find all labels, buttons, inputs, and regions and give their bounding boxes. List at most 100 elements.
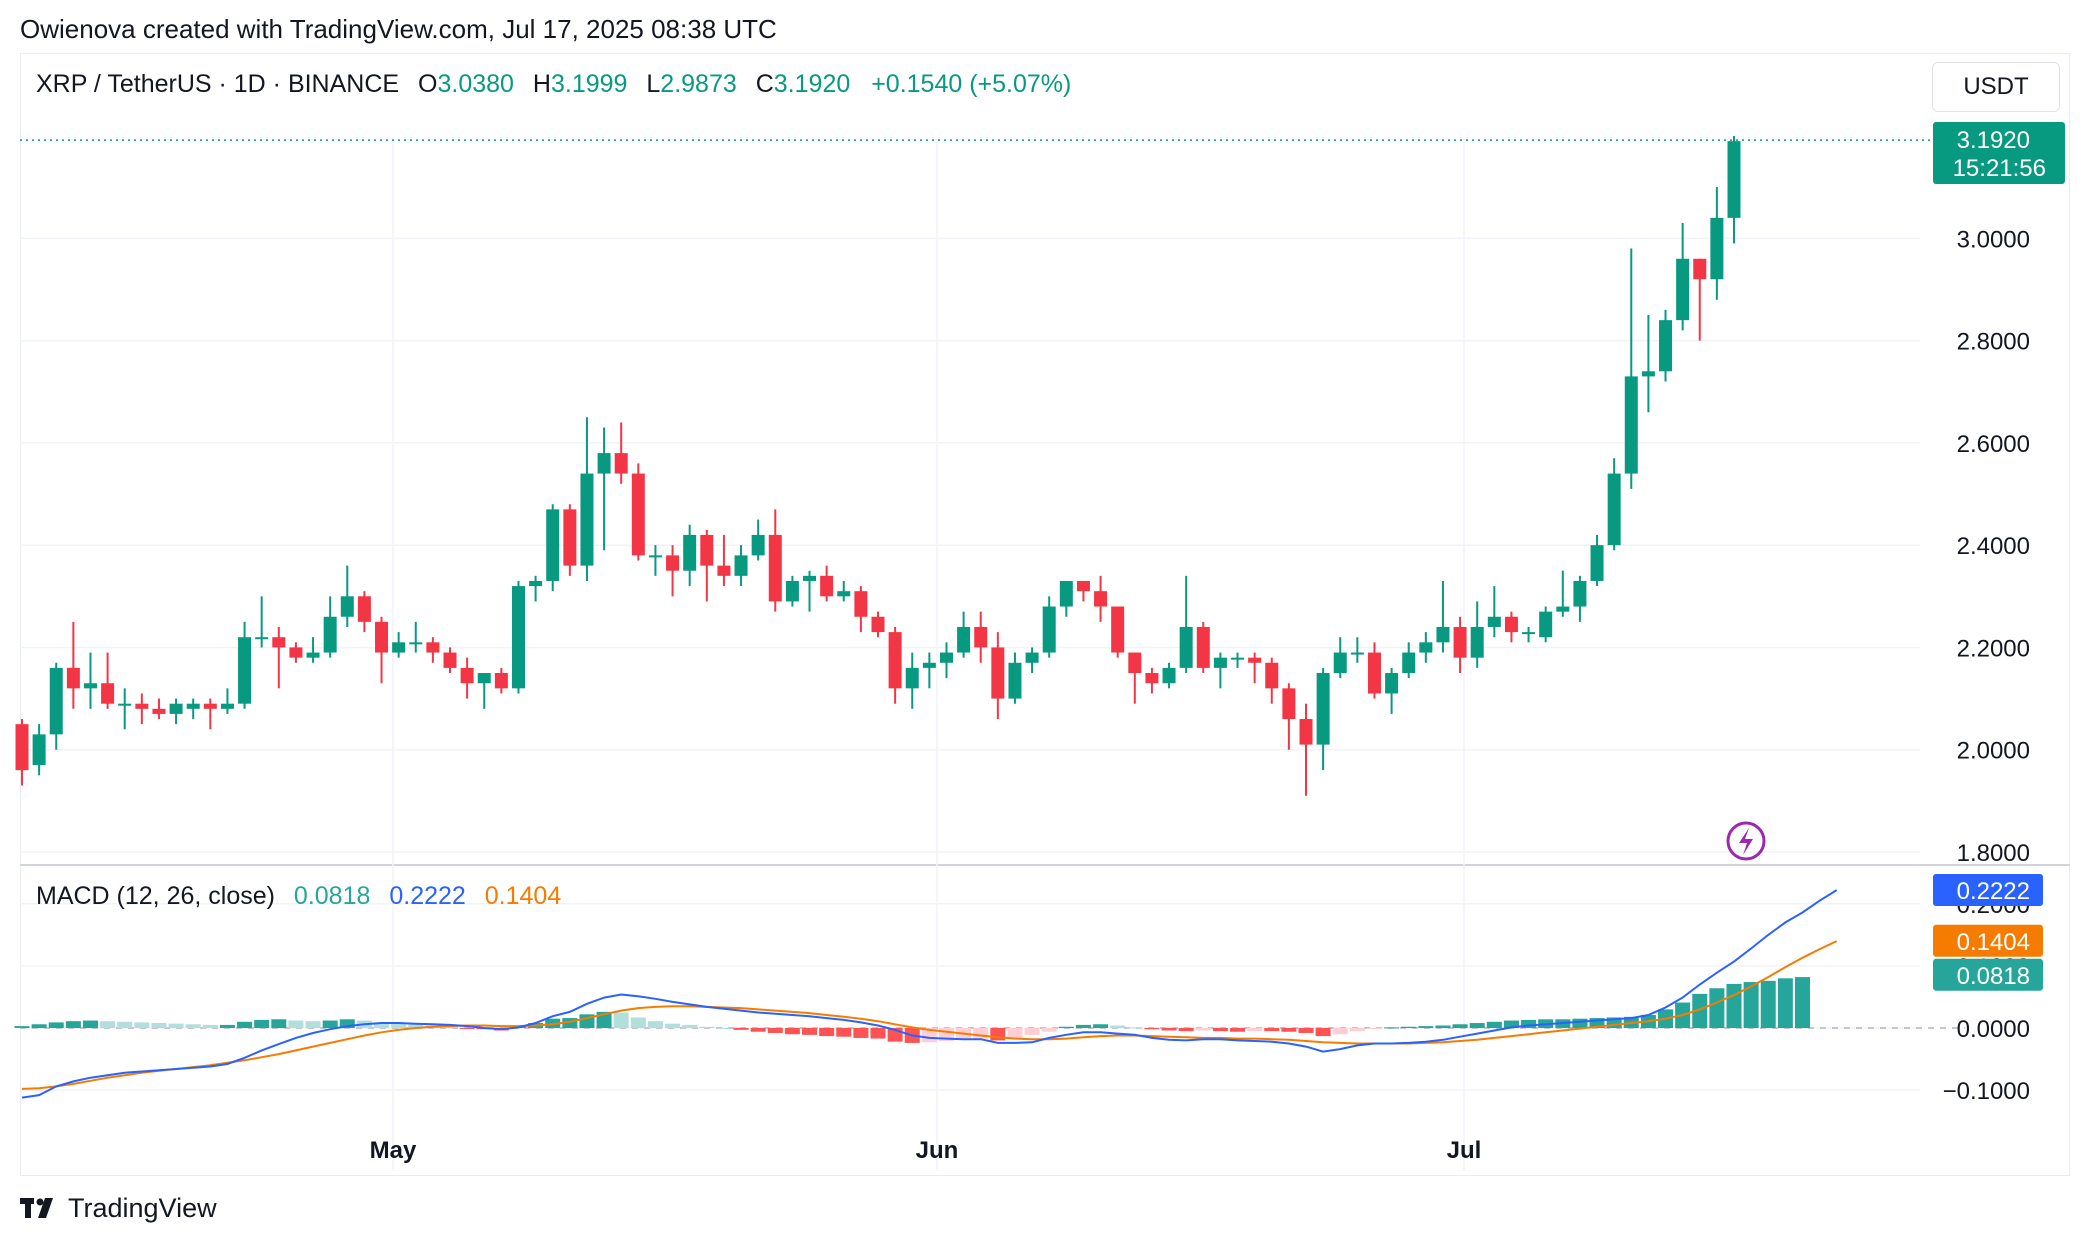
candle-body [101,683,115,704]
chart-attribution: Owienova created with TradingView.com, J… [20,14,777,44]
histogram-bar [1521,1019,1537,1028]
macd-line-badge-value: 0.2222 [1957,878,2030,905]
candle-body [1573,580,1587,607]
candle-body [272,637,286,648]
chart-frame[interactable] [20,53,2070,1176]
histogram-bar [1486,1021,1502,1028]
histogram-bar [1692,993,1708,1028]
histogram-bar [562,1018,578,1028]
histogram-bar [1777,978,1793,1028]
candle-body [648,555,662,558]
candle-body [238,637,252,704]
macd-lines [21,889,1838,1099]
histogram-bar [1127,1027,1143,1029]
histogram-bar [134,1022,150,1028]
candle-body [666,555,680,571]
symbol-name[interactable]: XRP / TetherUS · 1D · BINANCE [36,70,400,98]
candle-body [409,642,423,645]
candle-body [1470,626,1484,658]
tradingview-logo[interactable]: TradingView [20,1193,217,1224]
macd-line-value: 0.2222 [389,882,466,910]
candle-body [854,591,868,617]
histogram-bar [613,1012,629,1028]
candle-body [169,703,183,714]
symbol-legend: XRP / TetherUS · 1D · BINANCE O3.0380 H3… [36,70,1071,99]
histogram-bar [802,1028,818,1035]
price-badge [1933,122,2065,184]
candle-body [888,632,902,689]
histogram-bar [14,1026,30,1028]
histogram-bar [1212,1028,1228,1032]
signal-line [21,940,1838,1090]
histogram-bar [1366,1028,1382,1029]
histogram-bar [750,1028,766,1032]
candle-body [1213,657,1227,668]
histogram-bar [1332,1028,1348,1035]
price-tick-label: 2.0000 [1957,738,2030,765]
candle-body [118,703,132,706]
candle-body [1076,580,1090,592]
histogram-bar [1469,1023,1485,1028]
candle-body [426,642,440,653]
histogram-bar [1760,980,1776,1028]
currency-button[interactable]: USDT [1932,62,2060,112]
candle-body [580,473,594,566]
histogram-bar [716,1028,732,1029]
histogram-bar [408,1024,424,1028]
candle-body [1179,626,1193,668]
candle-body [1111,606,1125,653]
macd-title[interactable]: MACD (12, 26, close) [36,882,275,910]
candle-body [631,473,645,556]
candle-body [186,703,200,709]
candle-body [340,596,354,617]
candle-body [734,555,748,576]
candle-body [460,667,474,684]
candle-body [717,565,731,576]
macd-histogram [14,977,1810,1043]
macd-histogram-value: 0.0818 [293,882,371,910]
histogram-bar [219,1024,235,1028]
candle-body [1350,652,1364,655]
histogram-bar [819,1028,835,1037]
price-tick-label: 2.6000 [1957,431,2030,458]
candle-body [1145,673,1159,684]
histogram-bar [784,1028,800,1035]
candle-body [1727,141,1741,218]
candle-body [83,683,97,689]
candle-body [220,703,234,709]
candle-body [135,703,149,709]
candle-body [751,534,765,556]
histogram-bar [202,1024,218,1028]
change-value: +0.1540 (+5.07%) [871,70,1072,98]
price-badge-countdown: 15:21:56 [1953,155,2046,182]
candle-body [974,626,988,648]
low-label: L [646,70,661,98]
histogram-bar [1315,1028,1331,1037]
candle-body [546,509,560,581]
candle-body [255,637,269,640]
histogram-bar [48,1022,64,1028]
candle-body [375,621,389,653]
price-axis: 1.8000 2.0000 2.2000 2.4000 2.6000 2.8000 3.00… [1957,226,2030,867]
histogram-bar [82,1020,98,1028]
candle-body [1641,371,1655,377]
histogram-bar [1384,1027,1400,1029]
candle-body [1522,632,1536,635]
candle-body [15,724,29,771]
candle-body [1556,606,1570,612]
candle-body [1710,217,1724,280]
candle-body [306,652,320,658]
candle-body [820,575,834,597]
low-value: 2.9873 [660,70,737,98]
candle-body [597,453,611,474]
alert-icon[interactable] [1726,821,1766,861]
candle-body [957,626,971,653]
histogram-bar [288,1020,304,1028]
candle-body [289,647,303,658]
macd-line-badge [1933,874,2043,907]
time-tick-label: May [370,1137,417,1164]
histogram-bar [1110,1025,1126,1028]
candle-body [1196,626,1210,668]
